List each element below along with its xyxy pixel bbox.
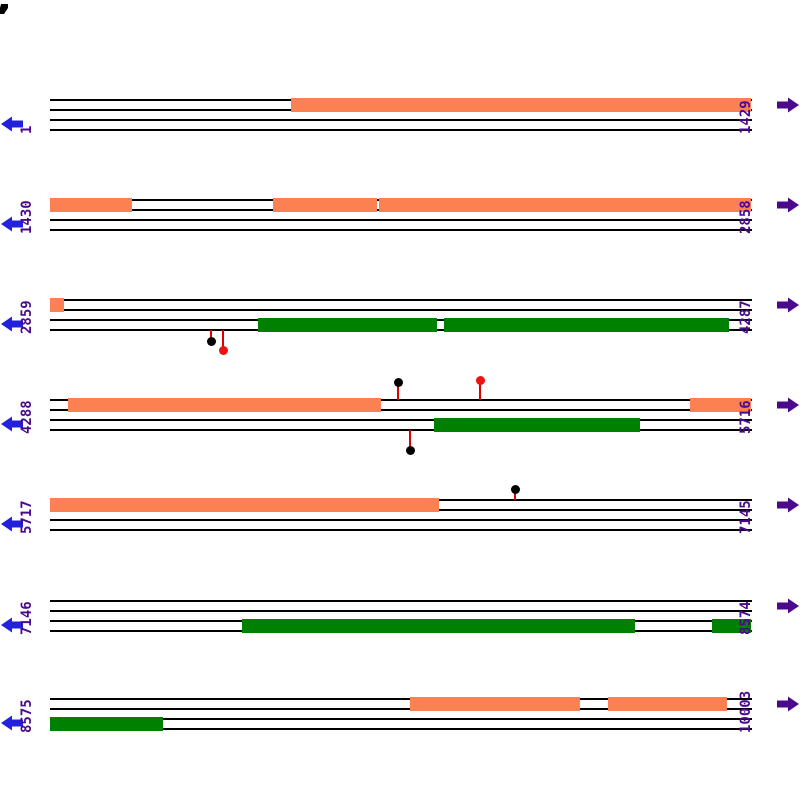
forward-orf-bar xyxy=(690,398,751,412)
reverse-orf-bar xyxy=(434,418,640,432)
left-strand-arrow-icon xyxy=(1,315,23,333)
left-strand-arrow-icon xyxy=(1,714,23,732)
track-line xyxy=(50,718,752,720)
row-end-coordinate-label: 5716 xyxy=(738,400,754,434)
marker-dot xyxy=(511,485,520,494)
marker-stem xyxy=(479,380,481,400)
track-line xyxy=(50,409,752,411)
left-strand-arrow-icon xyxy=(1,215,23,233)
right-strand-arrow-icon xyxy=(777,496,799,514)
track-line xyxy=(50,429,752,431)
track-line xyxy=(50,129,752,131)
title-fragment-mark xyxy=(0,0,9,19)
marker-stem xyxy=(210,330,212,341)
forward-orf-bar xyxy=(50,298,64,312)
left-strand-arrow-icon xyxy=(1,515,23,533)
right-strand-arrow-icon xyxy=(777,196,799,214)
reverse-orf-bar xyxy=(444,318,729,332)
track-line xyxy=(50,419,752,421)
marker-stem xyxy=(222,330,224,350)
forward-orf-bar xyxy=(68,398,381,412)
track-line xyxy=(50,309,752,311)
row-start-coordinate-label: 7146 xyxy=(19,601,35,635)
reverse-orf-bar xyxy=(50,717,163,731)
track-line xyxy=(50,219,752,221)
forward-orf-bar xyxy=(410,697,580,711)
track-line xyxy=(50,529,752,531)
marker-stem xyxy=(397,382,399,400)
forward-orf-bar xyxy=(608,697,727,711)
row-start-coordinate-label: 8575 xyxy=(19,699,35,733)
track-line xyxy=(50,728,752,730)
row-start-coordinate-label: 2859 xyxy=(19,300,35,334)
row-start-coordinate-label: 5717 xyxy=(19,500,35,534)
marker-dot xyxy=(207,337,216,346)
forward-orf-bar xyxy=(50,198,132,212)
marker-dot xyxy=(219,346,228,355)
right-strand-arrow-icon xyxy=(777,597,799,615)
marker-dot xyxy=(476,376,485,385)
row-end-coordinate-label: 1429 xyxy=(738,100,754,134)
track-line xyxy=(50,610,752,612)
marker-stem xyxy=(409,430,411,450)
forward-orf-bar xyxy=(379,198,751,212)
left-strand-arrow-icon xyxy=(1,616,23,634)
row-start-coordinate-label: 1430 xyxy=(19,200,35,234)
row-end-coordinate-label: 2858 xyxy=(738,200,754,234)
marker-dot xyxy=(406,446,415,455)
marker-stem xyxy=(514,489,516,500)
forward-orf-bar xyxy=(291,98,751,112)
track-line xyxy=(50,299,752,301)
track-line xyxy=(50,119,752,121)
reverse-orf-bar xyxy=(712,619,751,633)
right-strand-arrow-icon xyxy=(777,296,799,314)
track-line xyxy=(50,519,752,521)
forward-orf-bar xyxy=(50,498,439,512)
row-start-coordinate-label: 1 xyxy=(19,125,35,134)
reverse-orf-bar xyxy=(258,318,437,332)
track-line xyxy=(50,600,752,602)
forward-orf-bar xyxy=(273,198,377,212)
row-end-coordinate-label: 7145 xyxy=(738,500,754,534)
marker-dot xyxy=(394,378,403,387)
row-end-coordinate-label: 8574 xyxy=(738,601,754,635)
row-start-coordinate-label: 4288 xyxy=(19,400,35,434)
left-strand-arrow-icon xyxy=(1,115,23,133)
track-line xyxy=(50,708,752,710)
right-strand-arrow-icon xyxy=(777,96,799,114)
left-strand-arrow-icon xyxy=(1,415,23,433)
row-end-coordinate-label: 4287 xyxy=(738,300,754,334)
reverse-orf-bar xyxy=(242,619,635,633)
right-strand-arrow-icon xyxy=(777,396,799,414)
row-end-coordinate-label: 10003 xyxy=(738,690,754,733)
right-strand-arrow-icon xyxy=(777,695,799,713)
track-line xyxy=(50,229,752,231)
track-line xyxy=(50,698,752,700)
track-line xyxy=(50,399,752,401)
